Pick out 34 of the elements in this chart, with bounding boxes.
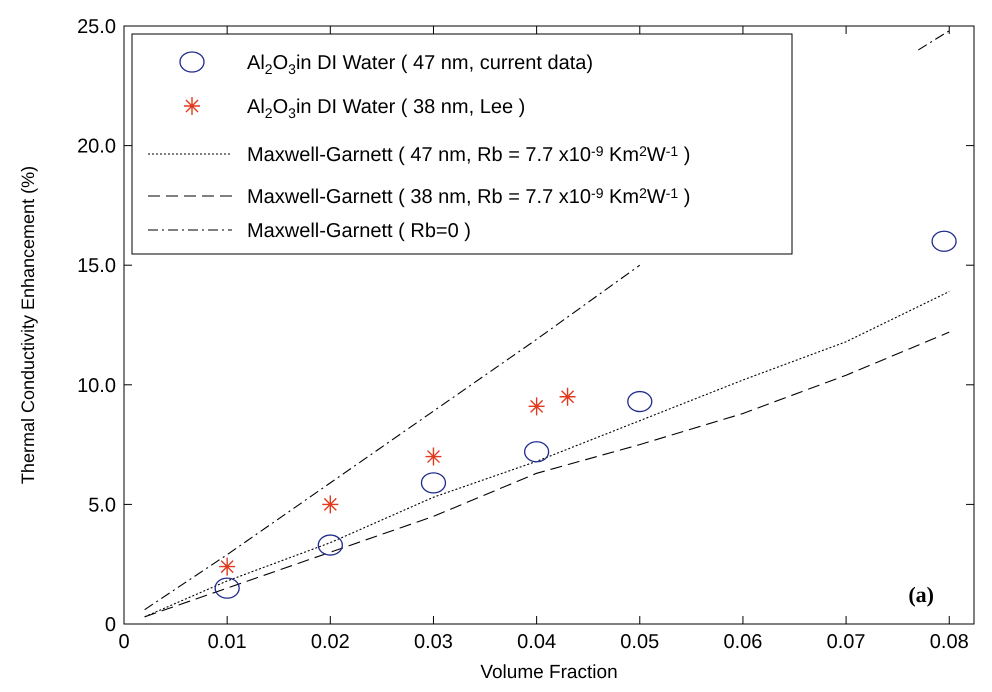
x-tick-label: 0.01 xyxy=(208,631,247,653)
x-tick-label: 0.02 xyxy=(310,631,350,653)
annotation: (a) xyxy=(908,582,934,607)
point xyxy=(214,577,240,599)
legend-label: Maxwell-Garnett ( 47 nm, Rb = 7.7 x10$^{-9}$ Km$^{2}$W$^{-1}$ ) xyxy=(247,143,690,166)
point xyxy=(558,387,576,406)
x-tick-label: 0.04 xyxy=(517,631,556,653)
x-tick-label: 0.08 xyxy=(930,631,969,653)
point xyxy=(524,441,550,462)
point xyxy=(322,494,340,514)
legend-label: Al$_{2}$O$_{3}$in DI Water ( 47 nm, current data) xyxy=(247,52,594,77)
y-tick-label: 10.0 xyxy=(77,374,116,397)
x-tick-label: 0.07 xyxy=(826,631,866,653)
point xyxy=(424,446,442,466)
y-tick-label: 0 xyxy=(104,614,116,636)
x-tick-label: 0.06 xyxy=(723,631,762,653)
point xyxy=(218,556,236,576)
x-tick-label: 0.03 xyxy=(414,631,453,653)
y-tick-label: 15.0 xyxy=(77,255,116,278)
legend-label: Maxwell-Garnett ( 38 nm, Rb = 7.7 x10$^{-9}$ Km$^{2}$W$^{-1}$ ) xyxy=(247,185,690,208)
y-tick-label: 20.0 xyxy=(77,136,116,158)
point xyxy=(420,472,446,494)
y-tick-label: 25.0 xyxy=(77,16,116,38)
legend-label: Maxwell-Garnett ( Rb=0 ) xyxy=(247,220,471,242)
point xyxy=(528,396,546,416)
y-axis-title: Thermal Conductivity Enhancement (%) xyxy=(18,166,38,484)
x-axis-title: Volume Fraction xyxy=(480,662,618,683)
point xyxy=(318,534,343,556)
legend-label: Al$_{2}$O$_{3}$in DI Water ( 38 nm, Lee ) xyxy=(247,96,526,121)
x-tick-label: 0.05 xyxy=(620,631,660,653)
y-tick-label: 5.0 xyxy=(88,494,116,516)
point xyxy=(627,390,652,412)
x-tick-label: 0 xyxy=(118,631,130,653)
point xyxy=(931,230,957,252)
